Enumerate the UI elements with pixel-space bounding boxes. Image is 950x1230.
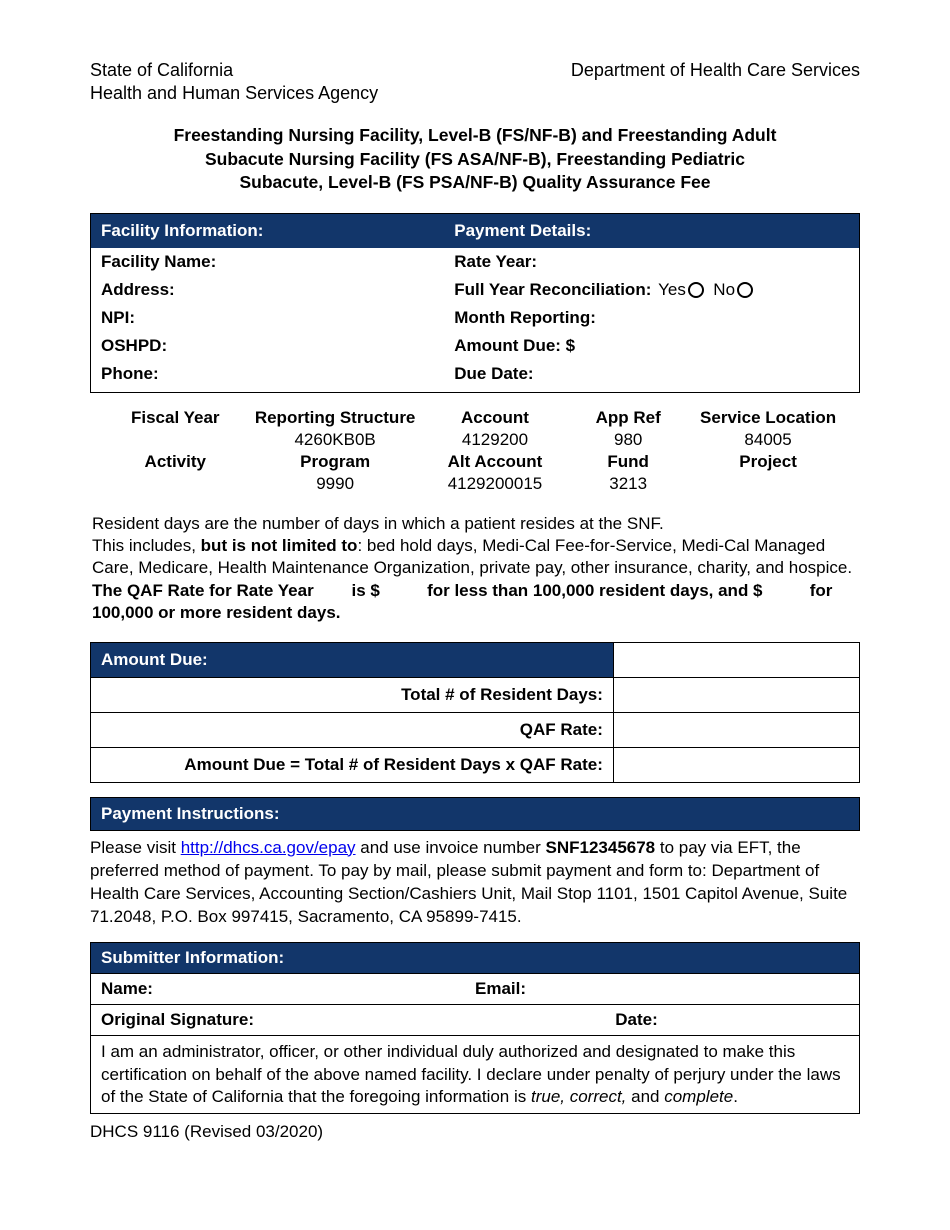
amount-due-header: Amount Due: xyxy=(91,642,614,677)
amount-due-table: Amount Due: Total # of Resident Days: QA… xyxy=(90,642,860,783)
oshpd-label: OSHPD: xyxy=(101,336,167,355)
account-h: Account xyxy=(422,407,569,429)
phone-label: Phone: xyxy=(101,364,159,383)
date-label: Date: xyxy=(615,1010,658,1029)
program-h: Program xyxy=(249,451,422,473)
qaf-rate-label: QAF Rate: xyxy=(91,712,614,747)
submitter-header: Submitter Information: xyxy=(91,943,860,974)
reporting-h: Reporting Structure xyxy=(249,407,422,429)
project-h: Project xyxy=(688,451,848,473)
npi-label: NPI: xyxy=(101,308,135,327)
form-title: Freestanding Nursing Facility, Level-B (… xyxy=(130,124,820,195)
resident-days-label: Total # of Resident Days: xyxy=(91,677,614,712)
fund-h: Fund xyxy=(568,451,688,473)
appref-h: App Ref xyxy=(568,407,688,429)
program-v: 9990 xyxy=(249,473,422,495)
recon-label: Full Year Reconciliation: xyxy=(454,280,651,299)
certification-text: I am an administrator, officer, or other… xyxy=(91,1036,860,1113)
resident-days-value[interactable] xyxy=(613,677,859,712)
amount-formula-label: Amount Due = Total # of Resident Days x … xyxy=(91,747,614,782)
codes-grid: Fiscal Year Reporting Structure Account … xyxy=(102,407,848,495)
account-v: 4129200 xyxy=(422,429,569,451)
amount-due-value[interactable] xyxy=(613,747,859,782)
form-number: DHCS 9116 (Revised 03/2020) xyxy=(90,1122,860,1142)
amount-due-field-label: Amount Due: $ xyxy=(454,336,575,355)
qaf-rate-value[interactable] xyxy=(613,712,859,747)
dept-label: Department of Health Care Services xyxy=(571,60,860,81)
appref-v: 980 xyxy=(568,429,688,451)
facility-name-label: Facility Name: xyxy=(101,252,216,271)
description-text: Resident days are the number of days in … xyxy=(92,513,858,623)
submitter-table: Submitter Information: Name: Email: Orig… xyxy=(90,942,860,1113)
invoice-number: SNF12345678 xyxy=(546,838,656,857)
month-label: Month Reporting: xyxy=(454,308,596,327)
recon-no-text: No xyxy=(713,280,735,299)
facility-header: Facility Information: xyxy=(91,213,445,248)
facility-payment-table: Facility Information: Payment Details: F… xyxy=(90,213,860,393)
signature-label: Original Signature: xyxy=(101,1010,254,1029)
epay-link[interactable]: http://dhcs.ca.gov/epay xyxy=(181,838,356,857)
rate-year-label: Rate Year: xyxy=(454,252,537,271)
reporting-v: 4260KB0B xyxy=(249,429,422,451)
altacct-v: 4129200015 xyxy=(422,473,569,495)
svcloc-v: 84005 xyxy=(688,429,848,451)
page-header: State of California Department of Health… xyxy=(90,60,860,81)
address-label: Address: xyxy=(101,280,175,299)
fund-v: 3213 xyxy=(568,473,688,495)
recon-yes-text: Yes xyxy=(658,280,686,299)
altacct-h: Alt Account xyxy=(422,451,569,473)
agency-label: Health and Human Services Agency xyxy=(90,83,860,104)
activity-h: Activity xyxy=(102,451,249,473)
payment-header: Payment Details: xyxy=(444,213,859,248)
due-date-label: Due Date: xyxy=(454,364,533,383)
submitter-name-label: Name: xyxy=(101,979,153,998)
recon-no-radio[interactable] xyxy=(737,282,753,298)
submitter-email-label: Email: xyxy=(475,979,526,998)
recon-yes-radio[interactable] xyxy=(688,282,704,298)
state-label: State of California xyxy=(90,60,233,81)
svcloc-h: Service Location xyxy=(688,407,848,429)
payment-instr-text: Please visit http://dhcs.ca.gov/epay and… xyxy=(90,837,860,929)
payment-instr-header: Payment Instructions: xyxy=(90,797,860,831)
fiscal-year-h: Fiscal Year xyxy=(102,407,249,429)
